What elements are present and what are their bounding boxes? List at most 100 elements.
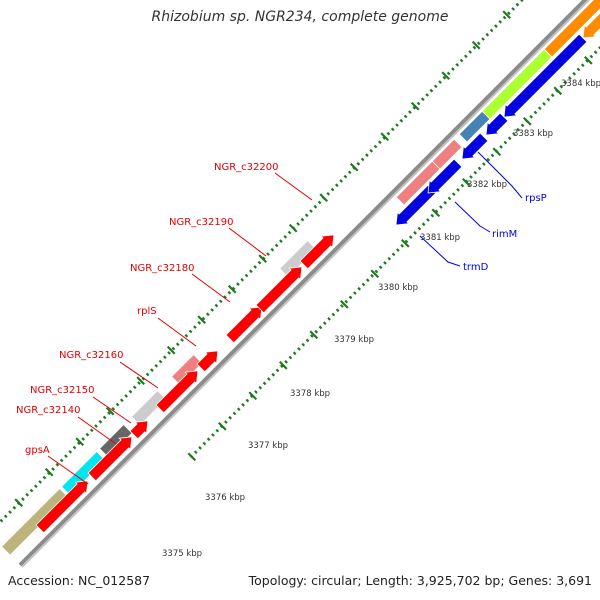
tick-mark-major: [471, 40, 481, 50]
tick-mark: [254, 390, 258, 394]
tick-mark: [292, 351, 297, 356]
tick-mark: [447, 196, 452, 201]
tick-mark: [481, 37, 485, 41]
tick-mark-major: [431, 208, 441, 218]
tick-mark: [224, 420, 228, 424]
tick-mark: [102, 415, 107, 420]
tick-mark: [248, 269, 253, 274]
tick-mark: [344, 299, 349, 304]
tick-mark: [72, 445, 77, 450]
tick-mark: [443, 200, 448, 205]
tick-mark: [119, 398, 124, 403]
tick-mark: [434, 209, 439, 214]
tick-mark-major: [14, 498, 23, 507]
tick-mark: [184, 333, 189, 338]
tick-mark: [408, 110, 412, 114]
tick-mark: [228, 415, 233, 420]
tick-mark-major: [401, 239, 410, 248]
tick-mark: [489, 28, 494, 33]
tick-mark: [171, 346, 176, 351]
tick-mark-major: [248, 391, 258, 401]
tick-mark: [391, 252, 396, 257]
gene-outer-4: [131, 390, 167, 426]
tick-mark: [180, 338, 184, 342]
tick-mark: [145, 372, 150, 377]
tick-mark: [38, 480, 42, 484]
tick-mark: [459, 58, 464, 63]
tick-mark: [51, 467, 55, 471]
tick-mark: [390, 127, 395, 132]
tick-mark-major: [502, 10, 511, 19]
tick-mark: [387, 256, 392, 261]
tick-mark: [271, 372, 276, 377]
tick-mark: [206, 437, 211, 442]
tick-mark: [205, 312, 210, 317]
tick-mark: [335, 308, 340, 313]
tick-mark: [499, 145, 503, 149]
tick-mark: [503, 140, 508, 145]
tick-mark: [511, 7, 515, 11]
kbp-label: 3378 kbp: [290, 389, 330, 399]
tick-mark-major: [227, 284, 237, 294]
tick-mark: [373, 144, 378, 149]
kbp-label: 3384 kbp: [561, 79, 600, 89]
leader-line: [77, 416, 117, 445]
topology-summary: Topology: circular; Length: 3,925,702 bp…: [248, 573, 592, 588]
tick-mark: [94, 424, 98, 428]
gene-label: NGR_c32190: [169, 217, 234, 228]
tick-mark: [408, 235, 413, 240]
tick-mark: [486, 157, 491, 162]
gene-inner-7: [255, 266, 303, 314]
tick-mark: [283, 234, 288, 239]
tick-mark: [331, 312, 336, 317]
tick-mark: [124, 394, 128, 398]
tick-mark: [245, 398, 250, 403]
tick-mark: [167, 351, 171, 355]
tick-mark: [477, 166, 482, 171]
tick-mark: [279, 364, 284, 369]
tick-mark: [576, 67, 581, 72]
tick-mark: [76, 441, 81, 446]
tick-mark: [339, 179, 343, 183]
tick-mark: [515, 2, 520, 7]
tick-mark: [382, 136, 386, 140]
tick-mark: [274, 243, 279, 248]
tick-mark-major: [279, 361, 288, 370]
gene-inner-1: [35, 480, 89, 534]
leader-line: [92, 396, 132, 424]
tick-mark: [257, 260, 262, 265]
tick-mark: [3, 514, 8, 519]
tick-mark-major: [462, 178, 471, 187]
tick-mark: [150, 368, 154, 372]
tick-mark-major: [340, 300, 349, 309]
tick-mark: [546, 97, 551, 102]
tick-mark: [502, 15, 507, 20]
tick-mark-major: [258, 254, 267, 263]
tick-mark-major: [553, 86, 563, 96]
tick-mark: [258, 385, 263, 390]
kbp-label: 3377 kbp: [248, 441, 288, 451]
tick-mark: [270, 247, 275, 252]
tick-mark: [198, 446, 202, 450]
tick-mark: [305, 338, 310, 343]
tick-mark: [288, 355, 293, 360]
gene-inner-6: [225, 306, 263, 344]
tick-mark: [420, 97, 425, 102]
tick-mark: [232, 411, 237, 416]
tick-mark: [460, 183, 465, 188]
gene-label: NGR_c32200: [214, 162, 279, 173]
tick-mark: [162, 355, 167, 360]
tick-mark: [215, 428, 220, 433]
tick-mark: [284, 360, 288, 364]
tick-mark: [430, 213, 435, 218]
gene-label: trmD: [463, 262, 489, 273]
kbp-label: 3380 kbp: [378, 283, 418, 293]
tick-mark: [572, 71, 577, 76]
tick-mark: [340, 304, 344, 308]
tick-mark: [498, 19, 503, 24]
tick-mark: [115, 402, 120, 407]
leader-line: [228, 227, 267, 257]
tick-mark-major: [584, 56, 593, 65]
tick-mark: [317, 200, 322, 205]
gene-inner-5: [196, 350, 219, 373]
